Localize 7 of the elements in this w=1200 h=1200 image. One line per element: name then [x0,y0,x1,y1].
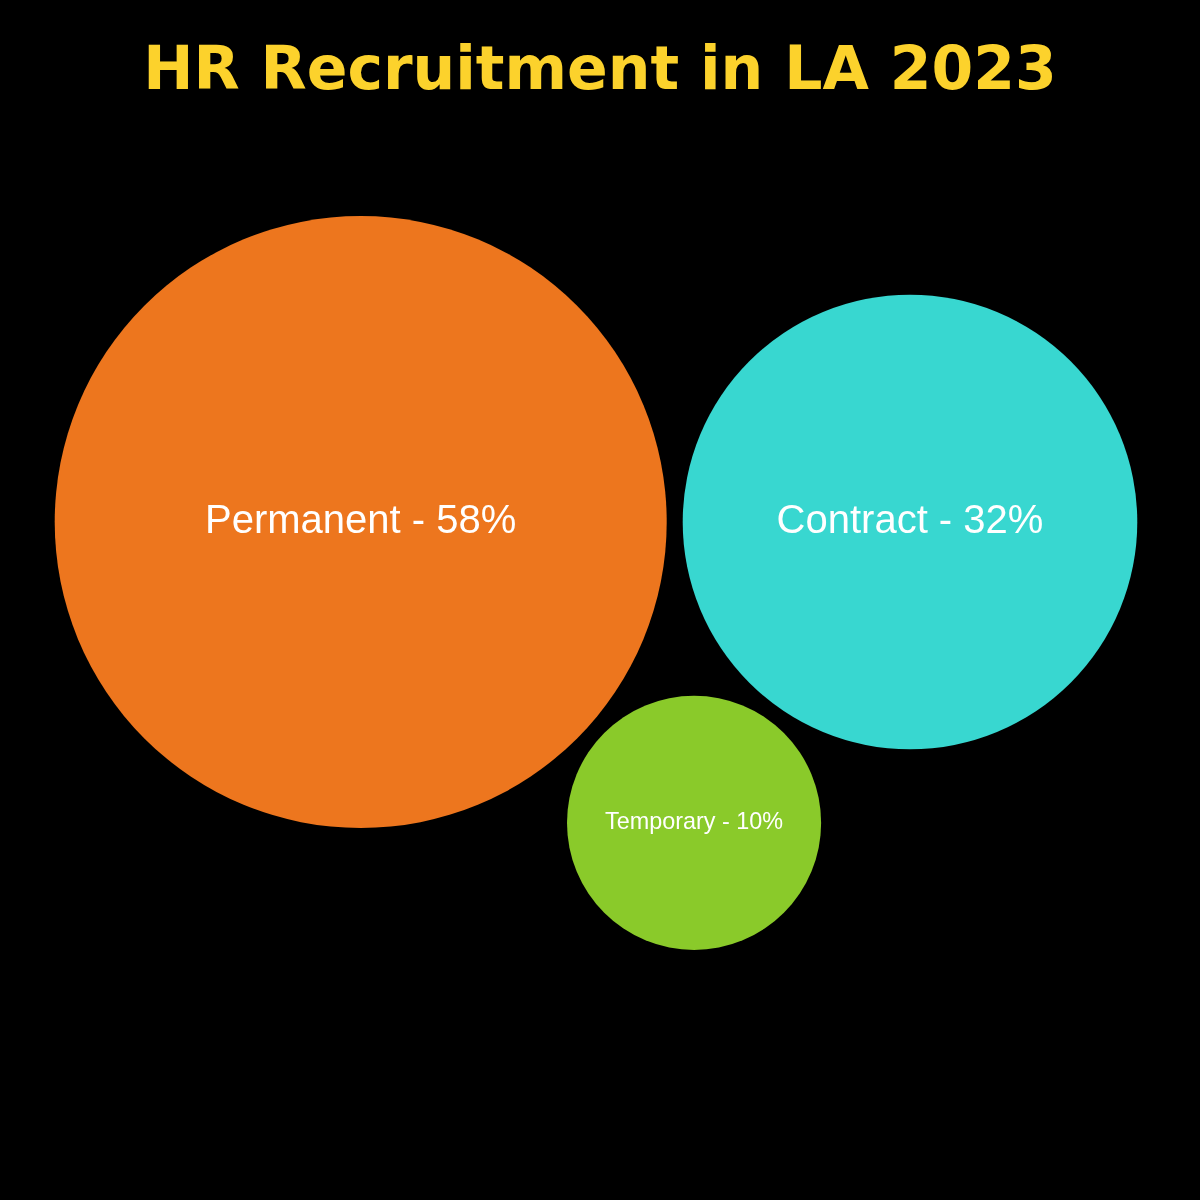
data-label: 58% [436,497,517,542]
data-label: 10% [736,808,784,835]
category-label: Permanent - [205,497,426,542]
text: HR Recruitment in LA 2023 [142,32,1058,105]
data-label: 32% [963,497,1044,542]
category-label: Temporary - [605,808,730,835]
category-label: Contract - [776,497,953,542]
